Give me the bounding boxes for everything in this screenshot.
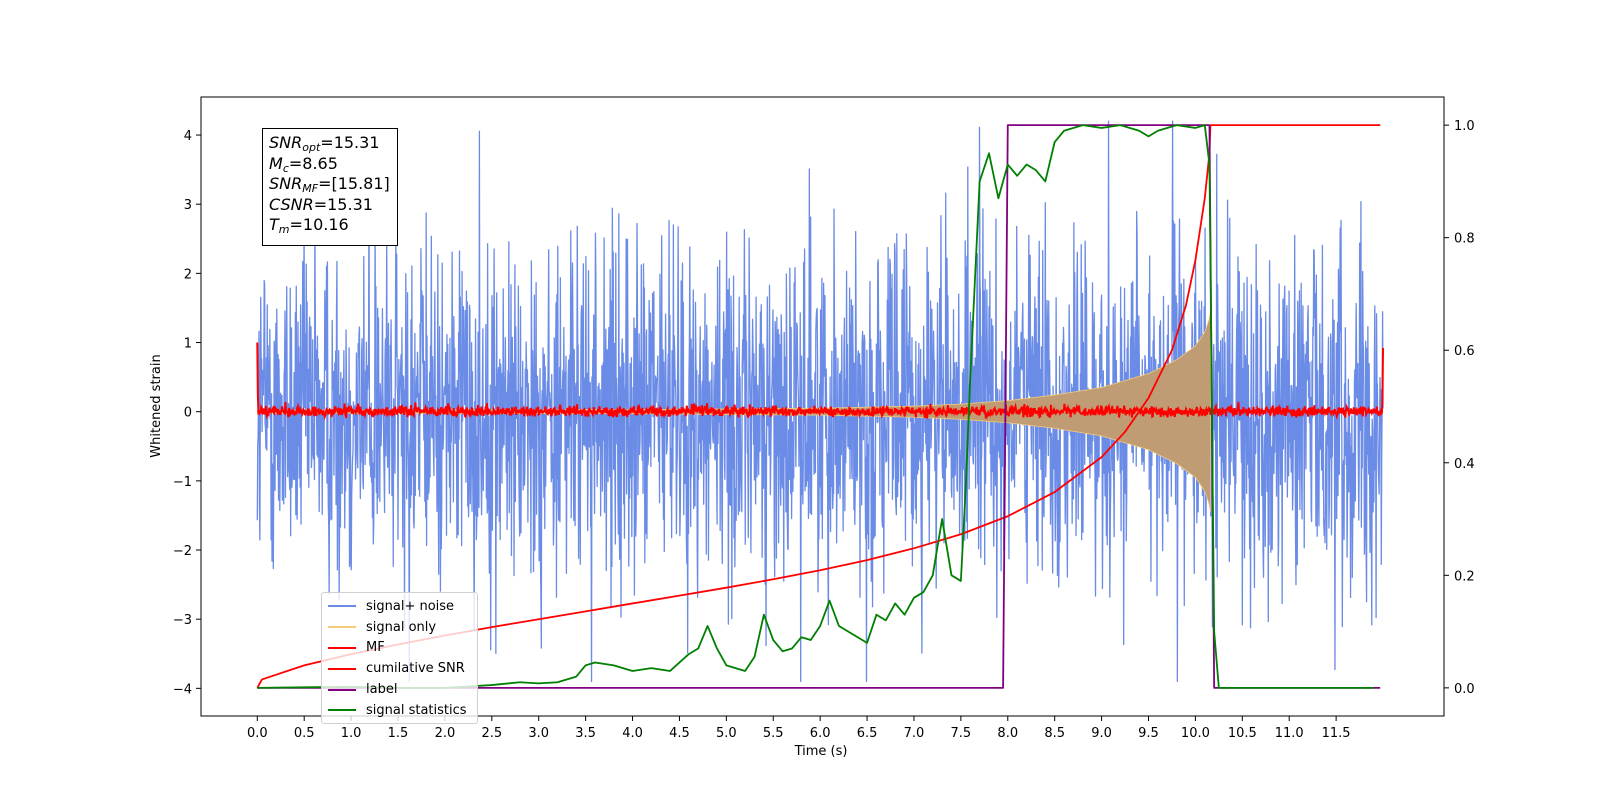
x-tick-label: 2.0	[435, 726, 456, 741]
x-tick-label: 3.0	[528, 726, 549, 741]
mc-line: Mc=8.65	[269, 154, 397, 175]
snr-opt-line: SNRopt=15.31	[269, 133, 397, 154]
x-tick-label: 1.0	[341, 726, 362, 741]
legend-swatch	[328, 605, 356, 608]
snr-mf-subscript: MF	[302, 182, 319, 196]
legend-swatch	[328, 667, 356, 670]
y-tick-label: 4	[184, 129, 192, 144]
snr-opt-subscript: opt	[302, 141, 321, 154]
legend-label: signal statistics	[366, 702, 467, 718]
legend-label: MF	[366, 640, 385, 656]
legend-swatch	[328, 646, 356, 649]
mc-value: =8.65	[288, 153, 338, 173]
x-tick-label: 2.5	[481, 726, 502, 741]
csnr-symbol: CSNR	[269, 194, 314, 214]
tm-symbol: T	[269, 215, 279, 235]
snr-mf-line: SNRMF=[15.81]	[269, 174, 397, 195]
legend-swatch	[328, 709, 356, 712]
legend-label: signal+ noise	[366, 598, 455, 614]
snr-opt-symbol: SNR	[269, 133, 303, 152]
snr-mf-value: =[15.81]	[318, 174, 390, 194]
axes-frame	[200, 96, 1445, 717]
x-tick-label: 6.0	[810, 726, 831, 741]
x-tick-label: 9.5	[1138, 726, 1159, 741]
legend-item-signal-statistics: signal statistics	[328, 700, 477, 721]
legend-label: signal only	[366, 619, 437, 635]
x-tick-label: 7.0	[904, 726, 925, 741]
x-tick-label: 10.0	[1181, 726, 1210, 741]
y-tick-label: 2	[184, 267, 192, 282]
y-tick-label: −4	[173, 682, 192, 697]
series-mf	[256, 342, 1385, 421]
x-axis: 0.0 0.5 1.0 1.5 2.0 2.5 3.0 3.5 4.0 4.5 5.0 5.5 6.0 6…	[247, 716, 1351, 741]
x-tick-label: 3.5	[575, 726, 596, 741]
legend-label: cumilative SNR	[366, 661, 465, 677]
x-axis-title: Time (s)	[794, 744, 848, 759]
y-tick-label: 0	[184, 406, 192, 421]
legend-item-cumulative-snr: cumilative SNR	[328, 658, 477, 679]
x-tick-label: 8.5	[1044, 726, 1065, 741]
y2-tick-label: 0.0	[1454, 682, 1475, 697]
x-tick-label: 8.0	[997, 726, 1018, 741]
x-tick-label: 11.5	[1322, 726, 1351, 741]
legend-item-signal-noise: signal+ noise	[328, 596, 477, 617]
y-axis-left: −4 −3 −2 −1 0 1 2 3 4	[173, 129, 201, 697]
snr-mf-symbol: SNR	[269, 174, 303, 194]
x-tick-label: 4.0	[622, 726, 643, 741]
series-signal-statistics	[257, 124, 1374, 689]
stats-annotation-box: SNRopt=15.31 Mc=8.65 SNRMF=[15.81] CSNR=…	[262, 128, 398, 246]
x-tick-label: 0.5	[294, 726, 315, 741]
y-tick-label: 3	[184, 198, 192, 213]
y-tick-label: −3	[173, 613, 192, 628]
legend-item-signal-only: signal only	[328, 617, 477, 638]
legend: signal+ noise signal only MF cumilative …	[321, 592, 478, 724]
y-axis-title: Whitened strain	[149, 354, 164, 457]
legend-item-label: label	[328, 679, 477, 700]
y-tick-label: −1	[173, 475, 192, 490]
x-tick-label: 0.0	[247, 726, 268, 741]
legend-label: label	[366, 682, 398, 698]
x-tick-label: 1.5	[388, 726, 409, 741]
series-signal-plus-noise	[256, 120, 1384, 683]
csnr-line: CSNR=15.31	[269, 195, 397, 216]
tm-subscript: m	[278, 223, 290, 237]
legend-item-mf: MF	[328, 638, 477, 659]
csnr-value: =15.31	[313, 194, 373, 214]
y-tick-label: −2	[173, 544, 192, 559]
mc-symbol: M	[269, 153, 283, 173]
x-tick-label: 11.0	[1275, 726, 1304, 741]
tm-value: =10.16	[289, 215, 349, 235]
y2-tick-label: 1.0	[1454, 119, 1475, 134]
y2-tick-label: 0.4	[1454, 457, 1475, 472]
x-tick-label: 5.5	[763, 726, 784, 741]
tm-line: Tm=10.16	[269, 215, 397, 236]
x-tick-label: 7.5	[951, 726, 972, 741]
y-tick-label: 1	[184, 337, 192, 352]
x-tick-label: 10.5	[1228, 726, 1257, 741]
x-tick-label: 4.5	[669, 726, 690, 741]
snr-opt-value: =15.31	[320, 133, 380, 152]
x-tick-label: 6.5	[857, 726, 878, 741]
y-axis-right: 0.0 0.2 0.4 0.6 0.8 1.0	[1444, 119, 1475, 697]
x-tick-label: 9.0	[1091, 726, 1112, 741]
y2-tick-label: 0.6	[1454, 344, 1475, 359]
mc-subscript: c	[282, 161, 289, 175]
x-tick-label: 5.0	[716, 726, 737, 741]
legend-swatch	[328, 688, 356, 691]
y2-tick-label: 0.2	[1454, 569, 1475, 584]
y2-tick-label: 0.8	[1454, 232, 1475, 247]
legend-swatch	[328, 626, 356, 629]
